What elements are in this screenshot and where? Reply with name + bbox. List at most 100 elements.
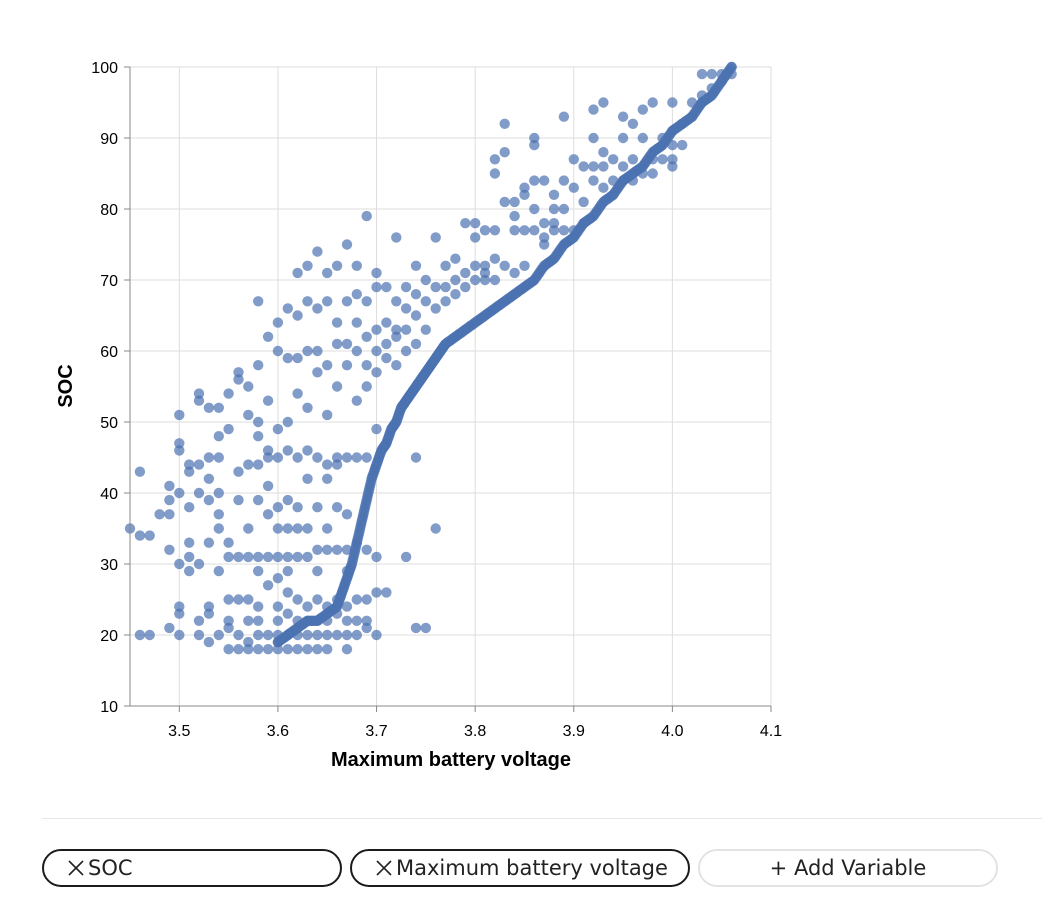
data-point xyxy=(470,274,481,286)
data-point xyxy=(331,338,343,350)
data-point xyxy=(657,154,668,165)
data-point xyxy=(262,644,274,655)
data-point xyxy=(430,232,441,243)
data-point xyxy=(529,225,540,236)
variable-pill-max-voltage[interactable]: Maximum battery voltage xyxy=(350,849,690,887)
data-point xyxy=(292,644,303,655)
data-point xyxy=(381,352,392,364)
data-point xyxy=(331,452,343,463)
data-point xyxy=(371,423,382,435)
data-point xyxy=(282,644,293,655)
data-point xyxy=(262,509,274,520)
data-point xyxy=(223,537,234,548)
data-point xyxy=(558,225,570,236)
data-point xyxy=(696,68,708,80)
data-point xyxy=(588,104,599,115)
data-point xyxy=(292,594,303,605)
data-point xyxy=(400,551,412,563)
data-point xyxy=(302,473,313,484)
y-tick-label: 40 xyxy=(100,486,118,503)
data-point xyxy=(617,132,629,144)
data-point xyxy=(213,509,224,520)
data-point xyxy=(361,615,372,626)
data-point xyxy=(272,551,284,563)
data-point xyxy=(361,594,372,605)
data-point xyxy=(203,537,215,548)
data-point xyxy=(223,551,234,563)
data-point xyxy=(331,317,343,328)
data-point xyxy=(391,296,402,307)
data-point xyxy=(292,267,303,279)
data-point xyxy=(253,416,264,428)
data-point xyxy=(312,594,323,605)
data-point xyxy=(243,615,254,626)
data-point xyxy=(519,189,530,200)
data-point xyxy=(361,210,372,222)
add-variable-button[interactable]: + Add Variable xyxy=(698,849,998,887)
axes: 3.5 3.6 3.7 3.8 3.9 4.0 4.1 10 20 30 40 50 60 70 80 90 1… xyxy=(91,60,782,740)
data-point xyxy=(460,281,471,293)
data-point xyxy=(272,573,284,584)
data-point xyxy=(667,154,678,165)
data-point xyxy=(213,523,224,534)
data-point xyxy=(460,218,471,229)
data-point xyxy=(331,260,343,271)
data-point xyxy=(262,331,274,342)
data-point xyxy=(243,551,254,563)
data-point xyxy=(312,452,323,463)
data-point xyxy=(341,629,353,641)
y-tick-label: 70 xyxy=(100,273,118,290)
data-point xyxy=(193,459,205,470)
data-point xyxy=(233,494,244,506)
data-point xyxy=(499,196,510,208)
data-point xyxy=(489,253,501,264)
close-icon[interactable] xyxy=(66,858,86,878)
data-point xyxy=(292,523,303,534)
data-point xyxy=(410,310,422,321)
data-point xyxy=(637,104,648,115)
close-icon[interactable] xyxy=(374,858,394,878)
data-point xyxy=(450,289,461,300)
y-tick-label: 10 xyxy=(100,699,118,716)
data-point xyxy=(193,615,205,626)
data-point xyxy=(272,523,284,534)
data-point xyxy=(233,367,244,378)
data-point xyxy=(223,644,234,655)
data-point xyxy=(371,551,382,563)
data-point xyxy=(302,601,313,612)
data-point xyxy=(322,409,333,421)
data-point xyxy=(351,594,362,605)
data-point xyxy=(351,260,362,271)
data-point xyxy=(292,551,303,563)
data-point xyxy=(164,480,175,492)
data-point xyxy=(568,182,579,193)
data-point xyxy=(292,352,303,364)
data-point xyxy=(312,502,323,513)
y-tick-label: 20 xyxy=(100,628,118,645)
data-point xyxy=(193,395,205,406)
data-point xyxy=(381,317,392,328)
data-point xyxy=(361,544,372,555)
data-point xyxy=(598,182,609,193)
data-point xyxy=(331,629,343,641)
data-point xyxy=(331,502,343,513)
data-point xyxy=(351,615,362,626)
data-point xyxy=(193,629,205,641)
data-point xyxy=(470,232,481,243)
data-point xyxy=(400,303,412,314)
data-point xyxy=(302,402,313,413)
x-axis-title: Maximum battery voltage xyxy=(331,749,571,771)
data-point xyxy=(213,629,224,641)
data-point xyxy=(282,608,293,619)
data-point xyxy=(588,175,599,186)
variable-pill-soc[interactable]: SOC xyxy=(42,849,342,887)
data-point xyxy=(361,360,372,371)
data-point xyxy=(262,452,274,463)
data-point xyxy=(282,523,293,534)
data-point xyxy=(302,644,313,655)
data-point xyxy=(262,480,274,492)
data-point xyxy=(440,296,451,307)
data-point xyxy=(568,154,579,165)
data-point xyxy=(509,225,520,236)
data-point xyxy=(164,509,175,520)
